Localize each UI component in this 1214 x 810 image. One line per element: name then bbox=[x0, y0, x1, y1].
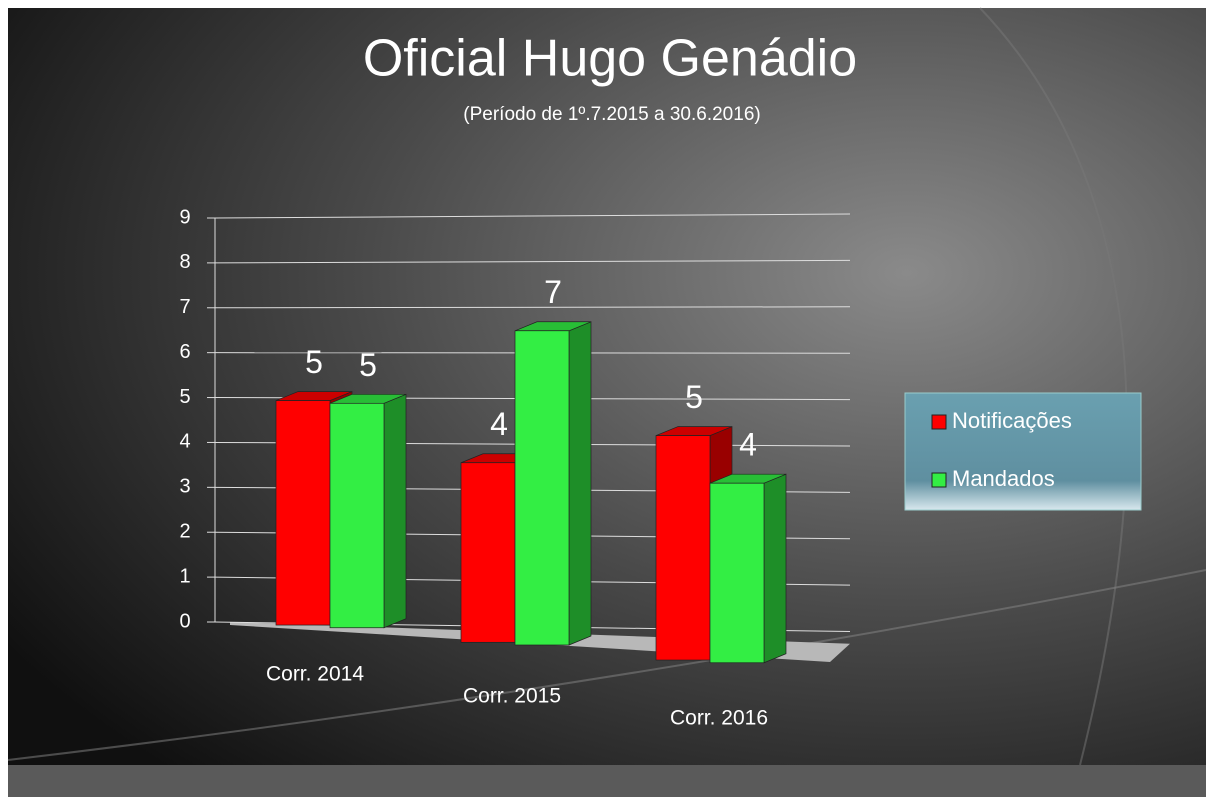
grid-line bbox=[214, 306, 851, 309]
chart-title: Oficial Hugo Genádio bbox=[363, 30, 857, 88]
bar-side bbox=[383, 393, 407, 629]
legend-box bbox=[904, 392, 1142, 511]
legend-label: Mandados bbox=[952, 466, 1055, 491]
x-tick-label: Corr. 2014 bbox=[266, 663, 364, 686]
x-tick-label: Corr. 2015 bbox=[463, 685, 561, 708]
bar bbox=[709, 482, 765, 664]
y-tick-label: 4 bbox=[179, 431, 190, 453]
bar bbox=[655, 435, 711, 661]
decor-arc bbox=[7, 569, 1207, 761]
value-label: 7 bbox=[544, 274, 562, 310]
legend-label: Notificações bbox=[952, 408, 1072, 433]
value-label: 5 bbox=[305, 344, 323, 380]
bar bbox=[275, 400, 331, 626]
y-tick-label: 9 bbox=[179, 206, 190, 228]
decor-arc bbox=[979, 7, 1128, 766]
legend-swatch bbox=[931, 414, 947, 430]
slide-footer bbox=[8, 765, 1206, 797]
y-tick-label: 5 bbox=[179, 386, 190, 408]
grid-line bbox=[214, 259, 851, 264]
x-tick-label: Corr. 2016 bbox=[670, 707, 768, 730]
bar bbox=[460, 462, 516, 643]
value-label: 5 bbox=[685, 379, 703, 415]
bar-side bbox=[568, 321, 592, 646]
y-tick-label: 7 bbox=[179, 296, 190, 318]
bar bbox=[514, 330, 570, 646]
y-tick-label: 2 bbox=[179, 521, 190, 543]
y-tick-label: 8 bbox=[179, 251, 190, 273]
y-tick-label: 0 bbox=[179, 610, 190, 632]
y-tick-label: 6 bbox=[179, 341, 190, 363]
value-label: 4 bbox=[739, 427, 757, 463]
value-label: 5 bbox=[359, 347, 377, 383]
value-label: 4 bbox=[490, 406, 508, 442]
grid-line bbox=[214, 213, 851, 219]
bar-side bbox=[763, 473, 787, 664]
y-tick-label: 3 bbox=[179, 476, 190, 498]
legend-swatch bbox=[931, 472, 947, 488]
bar bbox=[329, 402, 385, 629]
y-tick-label: 1 bbox=[179, 565, 190, 587]
chart-subtitle: (Período de 1º.7.2015 a 30.6.2016) bbox=[463, 104, 760, 125]
